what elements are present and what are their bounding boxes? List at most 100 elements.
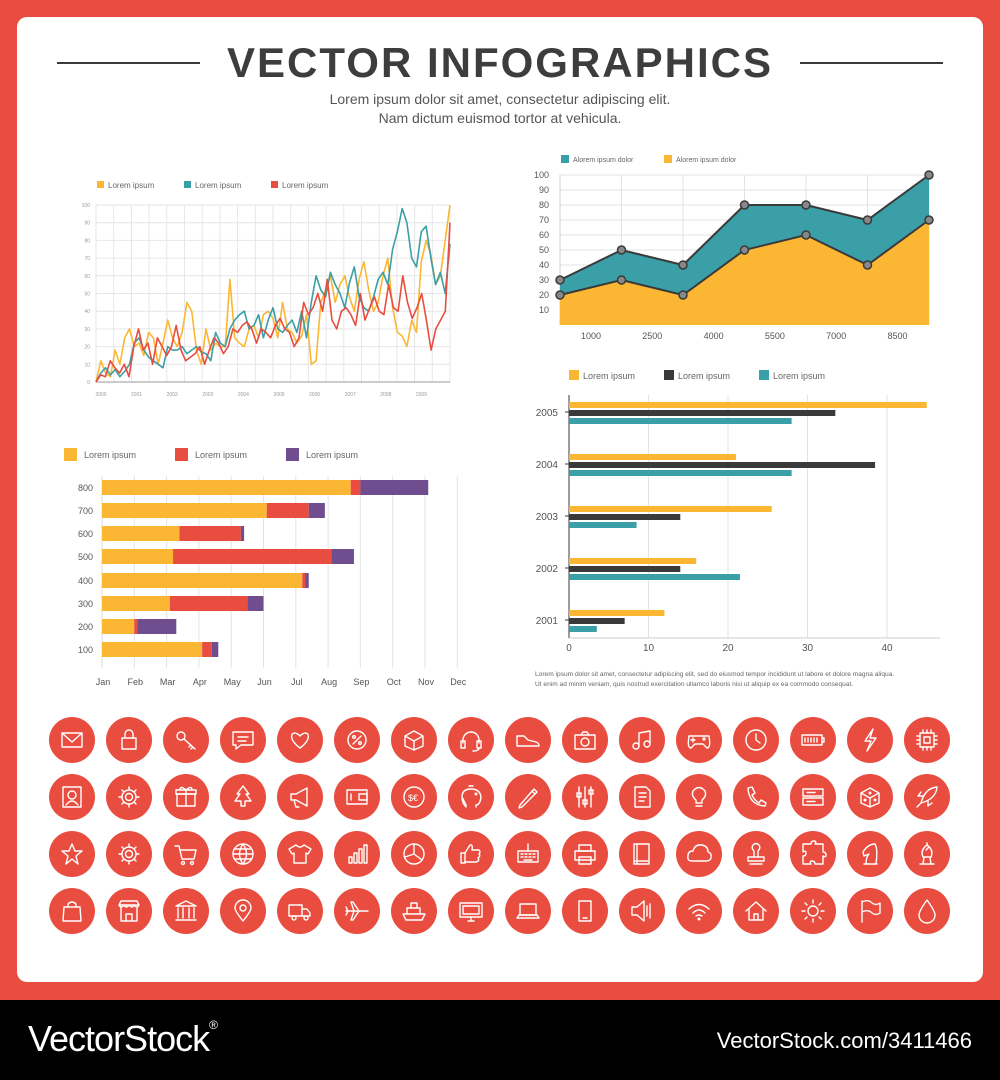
settings-icon-stroke (121, 846, 137, 862)
piggy-bank-icon-stroke (474, 792, 478, 796)
music-icon (619, 717, 665, 763)
gear-icon-stroke (118, 786, 140, 808)
stacked-bar-segment (102, 480, 351, 495)
chess-knight-icon (847, 831, 893, 877)
line-chart-y-tick: 80 (84, 238, 90, 244)
stacked-bar-segment (102, 503, 267, 518)
monitor-icon-stroke (462, 905, 480, 915)
stacked-bar-x-tick: Feb (128, 677, 144, 687)
area-chart-point (678, 290, 688, 300)
icon-circle (619, 888, 665, 934)
stacked-bar-legend-label: Lorem ipsum (195, 450, 247, 460)
stacked-bar-segment (102, 526, 180, 541)
icon-circle (391, 717, 437, 763)
grouped-bar-legend-swatch (569, 370, 579, 380)
line-chart-y-tick: 0 (87, 380, 90, 386)
bank-icon (163, 888, 209, 934)
area-chart-legend-label: Alorem ipsum dolor (676, 157, 737, 164)
icon-circle (562, 717, 608, 763)
grouped-bar-caption-line-2: Ut enim ad minim veniam, quis nostrud ex… (535, 681, 853, 688)
gamepad-icon-stroke (687, 735, 711, 749)
area-chart-point (924, 215, 934, 225)
grouped-bar-y-tick: 2002 (536, 564, 559, 575)
sliders-icon-stroke (588, 789, 594, 795)
grouped-bar-x-tick: 10 (643, 643, 655, 654)
stacked-bar-segment (173, 549, 332, 564)
stacked-bar-y-tick: 300 (78, 599, 93, 609)
area-chart-y-tick: 10 (539, 305, 549, 315)
airplane-icon (334, 888, 380, 934)
user-icon-stroke (65, 800, 79, 806)
lightbulb-icon (676, 774, 722, 820)
cart-icon (163, 831, 209, 877)
grouped-bar-bar (569, 566, 681, 572)
mobile-icon-stroke (578, 900, 592, 922)
rocket-icon (904, 774, 950, 820)
cart-icon-stroke (174, 845, 197, 860)
chip-icon-stroke (923, 736, 931, 744)
gift-icon (163, 774, 209, 820)
area-chart-point (924, 170, 934, 180)
flag-icon-stroke (861, 900, 881, 923)
icon-circle (391, 774, 437, 820)
stacked-bar-segment (350, 480, 361, 495)
envelope-icon-stroke (61, 732, 83, 748)
page-title: VECTOR INFOGRAPHICS (227, 39, 773, 86)
keyboard-icon-stroke (520, 843, 536, 861)
currency-exchange-icon-stroke (403, 786, 425, 808)
icon-circle (676, 831, 722, 877)
headset-icon-stroke (460, 740, 466, 749)
area-chart-x-tick: 5500 (765, 331, 785, 341)
lightning-icon (847, 717, 893, 763)
line-chart-x-tick: 2006 (309, 392, 320, 398)
line-chart-series (95, 207, 451, 383)
drop-icon (904, 888, 950, 934)
icon-circle (163, 831, 209, 877)
grouped-bar-legend-label: Lorem ipsum (583, 371, 635, 381)
stacked-bar-segment (308, 503, 325, 518)
wallet-icon-stroke (358, 793, 368, 801)
icon-circle (676, 774, 722, 820)
area-chart-point (801, 200, 811, 210)
home-icon-stroke (745, 901, 767, 921)
grouped-bar-bar (569, 618, 625, 624)
footer: VectorStock® VectorStock.com/3411466 (0, 1000, 1000, 1080)
user-icon-stroke (62, 786, 82, 808)
stacked-bar-segment (202, 642, 212, 657)
rocket-icon-stroke (916, 786, 938, 808)
stacked-bar-segment (179, 526, 241, 541)
puzzle-icon (790, 831, 836, 877)
phone-icon (733, 774, 779, 820)
grouped-bar-bar (569, 626, 597, 632)
stacked-bar-segment (360, 480, 429, 495)
server-icon-stroke (802, 788, 824, 797)
dice-icon-stroke (868, 791, 872, 795)
stacked-bar-x-tick: Apr (193, 677, 207, 687)
pie-chart-icon (391, 831, 437, 877)
icon-circle (106, 888, 152, 934)
server-icon-stroke (806, 791, 816, 803)
icon-circle (220, 717, 266, 763)
printer-icon-stroke (578, 844, 592, 852)
grouped-bar-legend-swatch (759, 370, 769, 380)
stacked-bar-segment (247, 596, 264, 611)
currency-exchange-icon-glyph: $€ (408, 793, 418, 803)
grouped-bar-bar (569, 410, 836, 416)
mobile-icon (562, 888, 608, 934)
icon-circle (904, 774, 950, 820)
chat-icon (220, 717, 266, 763)
battery-icon (790, 717, 836, 763)
grouped-bar-bar (569, 558, 697, 564)
thumbs-up-icon-stroke (460, 852, 466, 864)
icon-circle (505, 831, 551, 877)
flag-icon (847, 888, 893, 934)
stacked-bar-segment (102, 549, 174, 564)
server-icon-stroke (802, 797, 824, 806)
chess-knight-icon-stroke (862, 843, 878, 865)
stacked-bar-y-tick: 500 (78, 552, 93, 562)
lock-icon-stroke (124, 729, 134, 739)
icon-circle (505, 774, 551, 820)
battery-icon-stroke (801, 734, 823, 746)
icon-circle (391, 888, 437, 934)
grouped-bar-bar (569, 522, 637, 528)
